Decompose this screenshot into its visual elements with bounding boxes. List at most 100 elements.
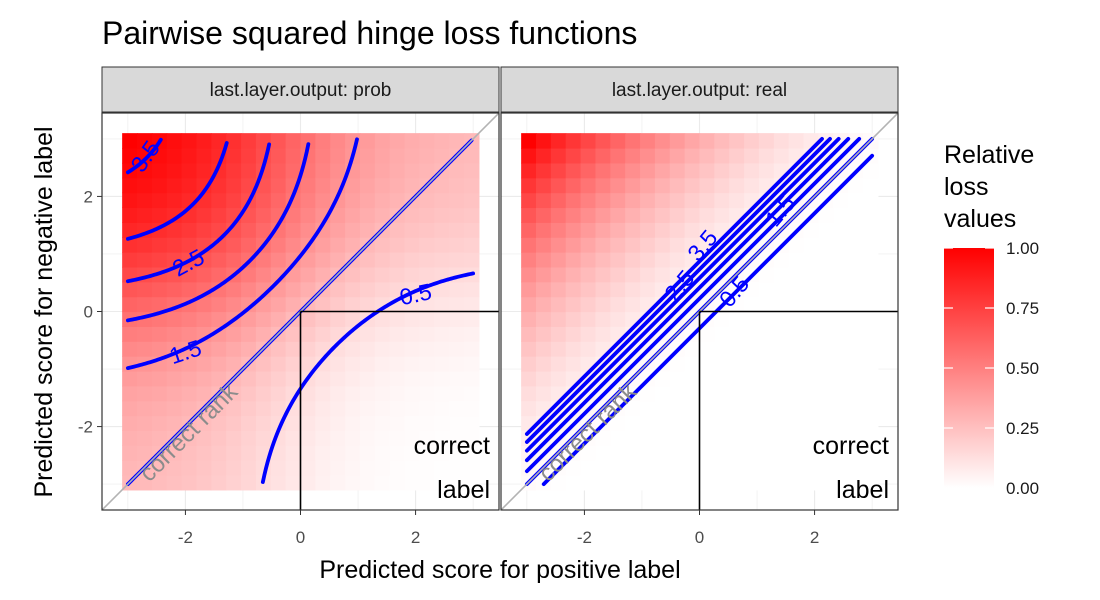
heatmap-cell [833,460,849,476]
heatmap-cell [300,311,316,327]
heatmap-cell [833,370,849,387]
heatmap-cell [536,162,552,179]
heatmap-cell [359,192,376,209]
heatmap-cell [389,445,406,461]
heatmap-cell [818,430,834,446]
heatmap-cell [758,415,775,431]
heatmap-cell [285,222,302,238]
heatmap-cell [196,311,212,327]
heatmap-cell [729,133,745,149]
heatmap-cell [729,326,745,342]
heatmap-cell [536,252,552,268]
heatmap-cell [654,385,671,402]
heatmap-cell [196,148,212,164]
heatmap-cell [434,296,450,313]
heatmap-cell [580,207,597,223]
heatmap-cell [137,133,153,149]
heatmap-cell [449,415,465,431]
heatmap-cell [122,148,138,164]
heatmap-cell [389,341,406,357]
heatmap-cell [389,415,406,431]
heatmap-cell [389,222,406,238]
heatmap-cell [803,356,819,372]
heatmap-cell [818,445,834,461]
heatmap-cell [773,148,790,164]
heatmap-cell [374,207,391,223]
heatmap-cell [404,296,420,313]
heatmap-cell [565,356,582,372]
heatmap-cell [536,385,552,402]
heatmap-cell [788,296,805,313]
heatmap-cell [464,430,480,446]
heatmap-cell [580,460,597,476]
heatmap-cell [211,296,227,313]
heatmap-cell [818,296,834,313]
heatmap-cell [419,311,435,327]
heatmap-cell [744,385,760,402]
legend-title-line-2: loss [944,173,988,201]
heatmap-cell [818,326,834,342]
heatmap-cell [758,296,775,313]
heatmap-cell [848,430,864,446]
heatmap-cell [669,237,686,253]
heatmap-cell [580,192,597,209]
heatmap-cell [595,162,611,179]
heatmap-cell [434,133,450,149]
heatmap-cell [464,281,480,298]
heatmap-cell [654,400,671,417]
contour-label: 0.5 [397,278,434,310]
heatmap-cell [699,460,715,476]
heatmap-cell [270,252,287,268]
heatmap-cell [270,222,287,238]
heatmap-cell [640,430,656,446]
heatmap-cell [315,475,331,491]
heatmap-cell [669,148,686,164]
heatmap-cell [389,133,406,149]
heatmap-cell [625,148,641,164]
heatmap-cell [464,237,480,253]
heatmap-cell [300,266,316,283]
heatmap-cell [181,400,198,417]
heatmap-cell [404,356,420,372]
heatmap-cell [122,445,138,461]
x-tick-label: 0 [296,528,305,547]
heatmap-cell [345,370,361,387]
heatmap-cell [580,177,597,194]
heatmap-cell [449,475,465,491]
heatmap-cell [419,207,435,223]
heatmap-cell [565,237,582,253]
heatmap-cell [300,460,316,476]
heatmap-cell [285,162,302,179]
heatmap-cell [565,296,582,313]
heatmap-cell [595,460,611,476]
heatmap-cell [241,460,257,476]
heatmap-cell [285,237,302,253]
heatmap-cell [211,252,227,268]
heatmap-cell [788,415,805,431]
legend-tick-label: 0.00 [1006,479,1039,498]
heatmap-cell [610,460,626,476]
heatmap-cell [818,281,834,298]
heatmap-cell [818,207,834,223]
heatmap-cell [300,192,316,209]
heatmap-cell [773,415,790,431]
heatmap-cell [684,222,701,238]
heatmap-cell [595,281,611,298]
heatmap-cell [330,207,346,223]
heatmap-cell [610,475,626,491]
heatmap-cell [226,415,242,431]
heatmap-cell [580,222,597,238]
heatmap-cell [744,370,760,387]
heatmap-cell [434,475,450,491]
heatmap-cell [464,222,480,238]
heatmap-cell [714,356,730,372]
heatmap-cell [137,430,153,446]
heatmap-cell [122,430,138,446]
heatmap-cell [565,222,582,238]
heatmap-cell [818,266,834,283]
heatmap-cell [419,385,435,402]
heatmap-cell [654,237,671,253]
heatmap-cell [550,341,567,357]
heatmap-cell [640,445,656,461]
heatmap-cell [595,237,611,253]
